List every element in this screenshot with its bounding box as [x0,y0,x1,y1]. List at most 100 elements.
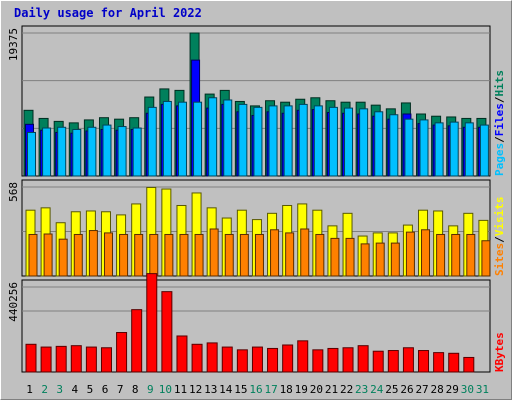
pages-bar [57,126,67,177]
pages-bar [283,105,293,177]
kbytes-bar [161,291,173,373]
sites-bar [451,233,461,277]
day-label: 9 [147,383,154,396]
sites-bar [88,230,98,277]
pages-bar [344,107,354,177]
pages-bar [359,108,369,177]
pages-bar [268,105,278,177]
day-label: 28 [431,383,444,396]
sites-bar [239,233,249,277]
kbytes-bar [342,347,354,373]
sites-bar [360,243,370,277]
day-label: 4 [72,383,79,396]
kbytes-bar [357,345,369,373]
kbytes-bar [191,343,203,373]
day-label: 27 [415,383,428,396]
svg-text:KBytes: KBytes [493,332,506,372]
pages-bar [479,124,489,177]
legend-kbytes: KBytes [493,332,506,372]
sites-bar [73,233,83,277]
day-label: 26 [400,383,413,396]
sites-bar [164,233,174,277]
kbytes-bar [448,352,460,373]
kbytes-bar [402,347,414,373]
pages-bar [42,127,52,177]
legend-visits: Sites/Visits [493,197,506,277]
pages-bar [253,106,263,177]
sites-bar [375,242,385,277]
pages-bar [27,131,36,177]
sites-bar [149,233,159,277]
chart-title: Daily usage for April 2022 [14,6,202,20]
day-label: 12 [189,383,202,396]
pages-bar [238,103,248,177]
day-label: 7 [117,383,124,396]
day-label: 25 [385,383,398,396]
legend-visits-part: / [493,236,506,243]
sites-bar [330,237,340,277]
pages-bar [419,119,429,177]
day-label: 11 [174,383,187,396]
legend-hits-part: / [493,136,506,143]
pages-bar [464,122,474,177]
pages-bar [132,127,142,177]
pages-bar [328,106,338,177]
pages-bar [208,97,218,177]
legend-visits-part: Visits [493,197,506,237]
sites-bar [28,233,38,277]
day-label: 3 [56,383,63,396]
sites-bar [481,240,491,277]
sites-bar [103,232,113,277]
day-label: 30 [461,383,474,396]
sites-bar [254,233,264,277]
pages-bar [193,101,203,177]
day-label: 13 [204,383,217,396]
pages-bar [162,100,172,177]
day-label: 18 [280,383,293,396]
sites-bar [285,232,295,277]
kbytes-bar [221,346,233,373]
day-label: 5 [87,383,94,396]
sites-bar [436,233,446,277]
kbytes-panel-ytick: 440256 [7,282,20,322]
legend-visits-part: Sites [493,243,506,276]
kbytes-bar [297,340,309,373]
sites-bar [466,233,476,277]
kbytes-bar [146,273,158,373]
kbytes-bar [372,350,384,373]
kbytes-bar [433,352,445,373]
visits-panel-ytick: 568 [7,182,20,202]
day-label: 29 [446,383,459,396]
sites-bar [345,237,355,277]
kbytes-bar [131,309,143,373]
sites-bar [179,233,189,277]
day-label: 8 [132,383,139,396]
sites-bar [43,233,53,277]
pages-bar [313,105,323,177]
day-label: 17 [264,383,277,396]
pages-bar [434,122,444,177]
kbytes-bar [176,335,188,373]
day-label: 1 [26,383,33,396]
pages-bar [389,114,399,177]
kbytes-bar [70,345,82,373]
pages-bar [72,129,82,177]
sites-bar [405,231,415,277]
sites-bar [390,242,400,277]
legend-hits-part: Files [493,103,506,136]
day-label: 22 [340,383,353,396]
kbytes-bar [251,346,263,373]
kbytes-bar [267,347,279,373]
pages-bar [223,99,233,177]
day-label: 16 [249,383,262,396]
day-label: 19 [295,383,308,396]
pages-bar [102,124,112,177]
kbytes-bar [312,349,324,373]
kbytes-bar [418,350,430,373]
legend-hits-part: Pages [493,143,506,176]
kbytes-bar [327,347,339,373]
day-label: 23 [355,383,368,396]
kbytes-bar [85,346,97,373]
pages-bar [177,101,187,177]
